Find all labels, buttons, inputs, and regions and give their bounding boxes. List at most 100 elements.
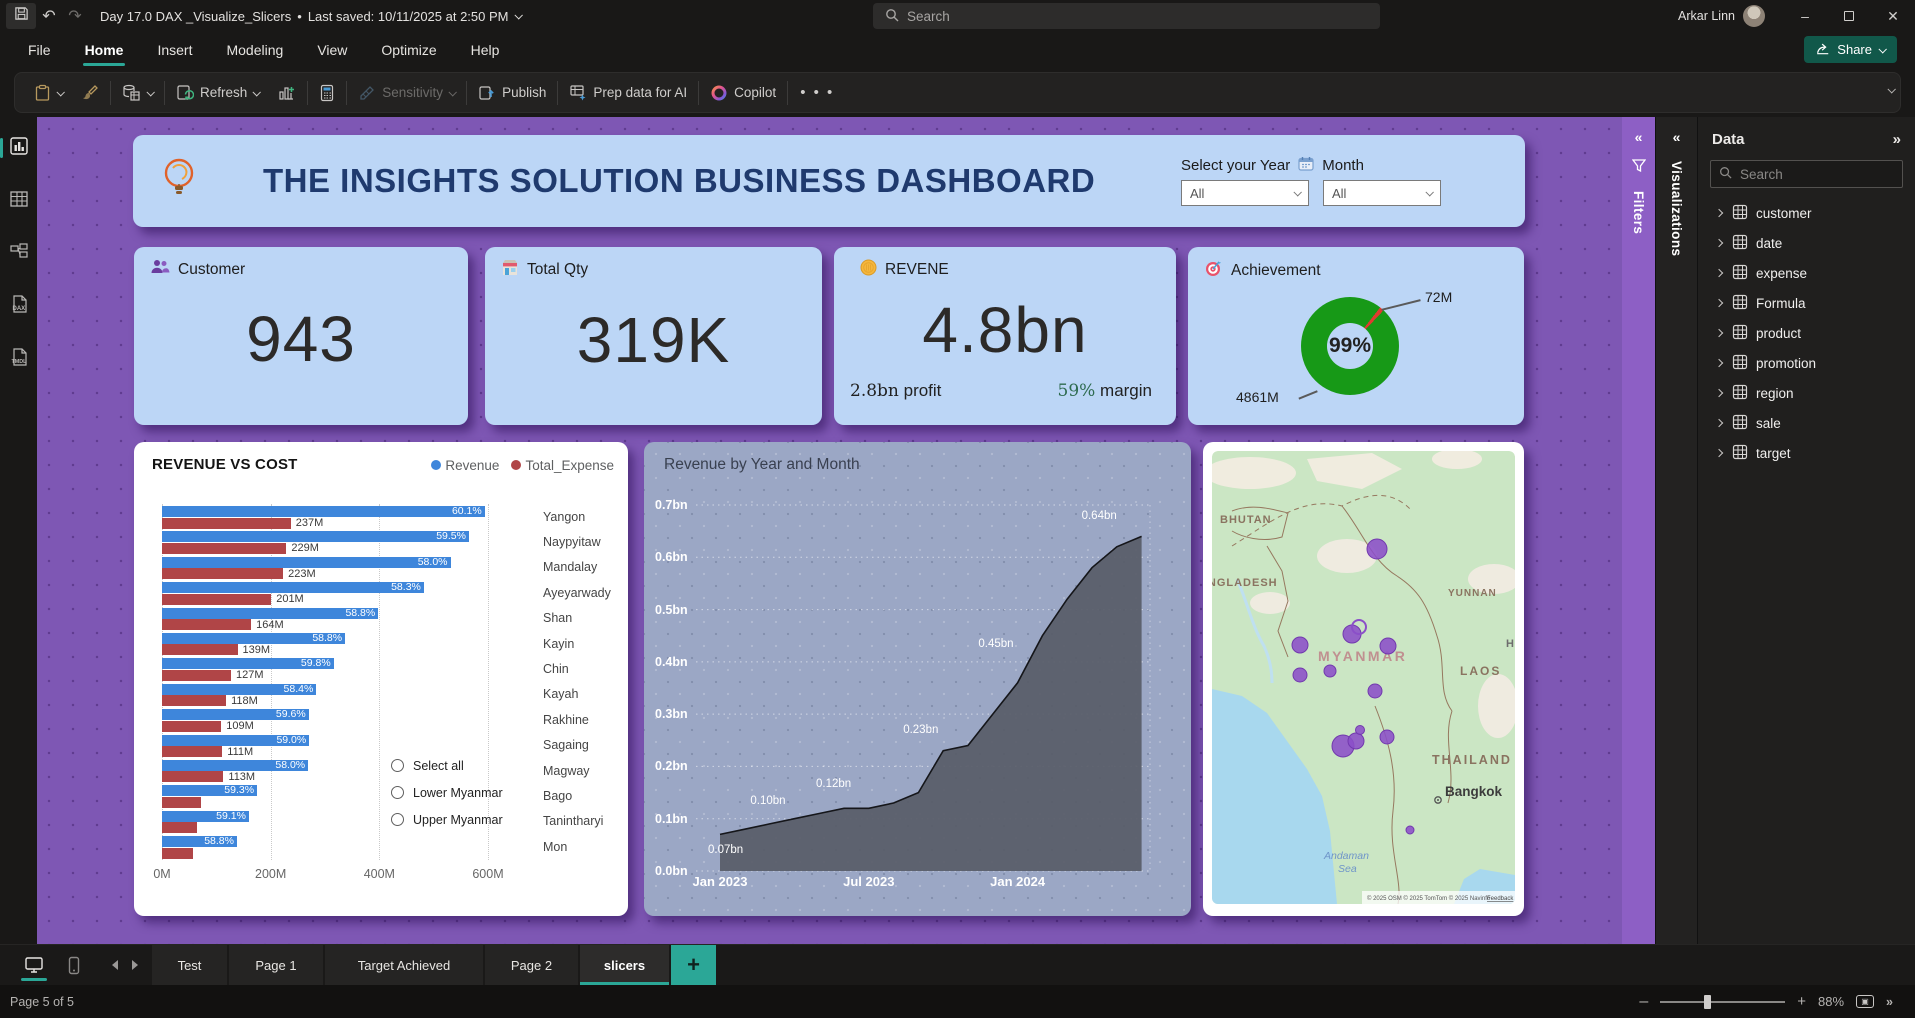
zoom-slider-handle[interactable] [1704,994,1712,1009]
map-bubble[interactable] [1405,825,1415,835]
dashboard-header-card[interactable]: THE INSIGHTS SOLUTION BUSINESS DASHBOARD… [133,135,1525,227]
expand-visualizations-icon[interactable]: « [1672,129,1681,145]
publish-button[interactable]: Publish [469,84,555,102]
document-title[interactable]: Day 17.0 DAX _Visualize_Slicers • Last s… [100,9,523,24]
refresh-button[interactable]: Refresh [167,84,268,102]
report-view-button[interactable] [0,135,37,161]
data-table-sale[interactable]: sale [1710,408,1903,438]
copilot-button[interactable]: Copilot [701,84,785,102]
model-view-button[interactable] [0,241,37,267]
month-slicer-dropdown[interactable]: All [1323,180,1441,206]
data-table-target[interactable]: target [1710,438,1903,468]
fit-to-page-icon[interactable]: ▣ [1856,995,1875,1008]
expense-bar[interactable] [162,644,238,656]
global-search-input[interactable]: Search [873,3,1380,29]
close-button[interactable]: ✕ [1887,7,1899,24]
menu-item-modeling[interactable]: Modeling [226,42,284,58]
map-bubble[interactable] [1355,725,1365,735]
expense-bar[interactable] [162,822,198,834]
chevron-right-icon[interactable] [1714,268,1724,278]
map-bubble[interactable] [1347,732,1365,750]
data-table-customer[interactable]: customer [1710,198,1903,228]
revenue-bar[interactable]: 58.0% [162,556,451,568]
map-bubble[interactable] [1366,538,1388,560]
menu-item-optimize[interactable]: Optimize [381,42,437,58]
revenue-bar[interactable]: 58.4% [162,683,317,695]
visualizations-pane-collapsed[interactable]: « Visualizations [1655,117,1697,944]
prep-data-button[interactable]: Prep data for AI [560,84,696,102]
radio-icon[interactable] [391,813,404,826]
chevron-right-icon[interactable] [1714,388,1724,398]
revenue-bar[interactable]: 58.3% [162,582,424,594]
expense-bar[interactable] [162,593,272,605]
user-name[interactable]: Arkar Linn [1678,9,1735,23]
expense-bar[interactable] [162,771,224,783]
minimize-button[interactable]: – [1801,8,1809,24]
revenue-bar[interactable]: 58.8% [162,632,346,644]
radio-icon[interactable] [391,759,404,772]
format-painter-button[interactable] [72,84,108,101]
revenue-bar[interactable]: 59.3% [162,785,258,797]
expense-bar[interactable] [162,796,201,808]
undo-button[interactable]: ↶ [36,3,62,29]
map-chart-card[interactable]: BHUTAN BANGLADESH YUNNAN MYANMAR LAOS H … [1203,442,1524,916]
revenue-kpi-card[interactable]: REVENE 4.8bn 2.8bn profit 59% margin [834,247,1176,425]
revenue-bar[interactable]: 59.8% [162,658,334,670]
scroll-tabs-right-icon[interactable] [132,960,138,970]
data-table-date[interactable]: date [1710,228,1903,258]
desktop-view-button[interactable] [14,945,54,985]
scroll-right-icon[interactable]: » [1886,994,1893,1009]
ribbon-collapse-icon[interactable] [1887,85,1896,94]
revenue-by-month-chart-card[interactable]: Revenue by Year and Month 0.7bn 0.6bn 0.5b… [644,442,1191,916]
paste-button[interactable] [25,84,72,102]
data-table-product[interactable]: product [1710,318,1903,348]
revenue-bar[interactable]: 59.1% [162,810,249,822]
customer-kpi-card[interactable]: Customer 943 [134,247,468,425]
revenue-vs-cost-chart-card[interactable]: REVENUE VS COST Revenue Total_Expense 60… [134,442,628,916]
data-table-formula[interactable]: Formula [1710,288,1903,318]
menu-item-help[interactable]: Help [470,42,500,58]
revenue-bar[interactable]: 59.0% [162,734,310,746]
legend-revenue[interactable]: Revenue [431,458,499,473]
get-data-button[interactable] [113,84,162,102]
map-bubble[interactable] [1351,619,1367,635]
achievement-donut-chart[interactable]: 99% [1301,297,1399,395]
page-tab-page-1[interactable]: Page 1 [229,945,323,985]
expense-bar[interactable] [162,695,227,707]
scroll-tabs-left-icon[interactable] [112,960,118,970]
page-tab-page-2[interactable]: Page 2 [485,945,578,985]
map-bubble[interactable] [1323,664,1337,678]
chevron-right-icon[interactable] [1714,208,1724,218]
data-table-expense[interactable]: expense [1710,258,1903,288]
chevron-right-icon[interactable] [1714,328,1724,338]
new-visual-button[interactable] [268,84,305,102]
expense-bar[interactable] [162,542,287,554]
zoom-slider[interactable] [1660,994,1786,1009]
menu-item-view[interactable]: View [317,42,348,58]
expense-bar[interactable] [162,746,223,758]
area-series[interactable] [720,536,1142,871]
revenue-bar[interactable]: 58.0% [162,759,309,771]
region-radio-select-all[interactable]: Select all [391,752,503,779]
tmdl-view-button[interactable]: TMDL [0,347,37,373]
expense-bar[interactable] [162,669,231,681]
mobile-view-button[interactable] [54,945,94,985]
radio-icon[interactable] [391,786,404,799]
chevron-right-icon[interactable] [1714,358,1724,368]
expand-filters-icon[interactable]: « [1634,129,1643,145]
map-bubble[interactable] [1379,637,1397,655]
chevron-right-icon[interactable] [1714,298,1724,308]
page-tab-test[interactable]: Test [152,945,227,985]
year-slicer-dropdown[interactable]: All [1181,180,1309,206]
zoom-out-button[interactable]: – [1639,992,1649,1010]
revenue-bar[interactable]: 59.6% [162,709,309,721]
expense-bar[interactable] [162,568,284,580]
total-qty-kpi-card[interactable]: Total Qty 319K [485,247,822,425]
revenue-bar[interactable]: 59.5% [162,531,469,543]
dax-query-view-button[interactable]: DAX [0,294,37,320]
revenue-bar[interactable]: 58.8% [162,836,237,848]
achievement-kpi-card[interactable]: Achievement 99% 72M 4861M [1188,247,1524,425]
map-bubble[interactable] [1367,683,1383,699]
map-feedback-link[interactable]: Feedback [1487,896,1514,902]
chevron-right-icon[interactable] [1714,448,1724,458]
